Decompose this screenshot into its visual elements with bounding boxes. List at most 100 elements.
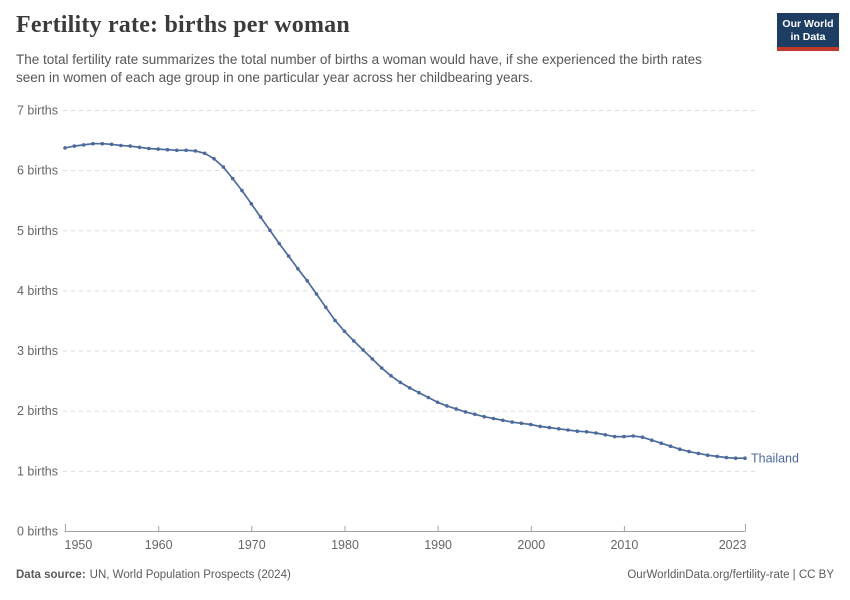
x-axis-label: 1990 [424, 538, 452, 552]
owid-logo[interactable]: Our World in Data [777, 13, 839, 51]
x-axis-label: 1960 [145, 538, 173, 552]
data-point[interactable] [268, 228, 272, 233]
data-point[interactable] [156, 147, 160, 151]
data-point[interactable] [659, 441, 663, 446]
data-point[interactable] [370, 357, 375, 361]
data-point[interactable] [184, 148, 188, 153]
data-point[interactable] [426, 395, 431, 400]
x-axis-label: 1970 [238, 538, 266, 552]
data-point[interactable] [724, 455, 729, 460]
data-point[interactable] [463, 410, 468, 414]
data-point[interactable] [519, 421, 524, 426]
data-point[interactable] [547, 425, 552, 430]
data-point[interactable] [473, 412, 477, 417]
data-point[interactable] [72, 144, 77, 148]
chart-footer: Data source: UN, World Population Prospec… [16, 569, 834, 581]
data-point[interactable] [705, 453, 710, 458]
data-point[interactable] [529, 422, 533, 427]
x-axis-label: 1950 [65, 538, 93, 552]
data-source-value: UN, World Population Prospects (2024) [89, 569, 291, 581]
chart-subtitle: The total fertility rate summarizes the … [16, 52, 702, 85]
data-point[interactable] [668, 444, 673, 449]
y-axis-label: 2 births [17, 404, 58, 418]
data-point[interactable] [305, 279, 310, 283]
data-point[interactable] [733, 456, 738, 461]
data-point[interactable] [324, 305, 328, 310]
data-point[interactable] [538, 424, 542, 429]
data-point[interactable] [594, 431, 598, 435]
y-axis-label: 4 births [17, 284, 58, 298]
data-point[interactable] [128, 144, 132, 148]
data-point[interactable] [147, 146, 151, 151]
data-point[interactable] [286, 254, 291, 258]
owid-url-link[interactable]: OurWorldinData.org/fertility-rate | CC B… [627, 569, 834, 581]
x-axis-label: 2010 [610, 538, 638, 552]
data-point[interactable] [109, 142, 114, 147]
data-point[interactable] [119, 143, 123, 148]
data-point[interactable] [342, 329, 347, 334]
data-point[interactable] [696, 451, 701, 456]
data-point[interactable] [212, 156, 216, 161]
data-point[interactable] [202, 151, 207, 156]
y-axis-label: 1 births [17, 464, 58, 478]
data-point[interactable] [398, 380, 403, 385]
page-title: Fertility rate: births per woman [16, 12, 350, 38]
data-point[interactable] [91, 141, 95, 146]
data-point[interactable] [435, 400, 440, 405]
data-point[interactable] [165, 147, 170, 152]
data-point[interactable] [566, 428, 570, 432]
data-point[interactable] [501, 418, 505, 423]
data-point[interactable] [333, 318, 337, 323]
data-point[interactable] [100, 141, 105, 146]
data-point[interactable] [650, 438, 654, 443]
data-point[interactable] [678, 447, 682, 452]
data-point[interactable] [622, 434, 626, 439]
data-point[interactable] [193, 149, 198, 153]
data-point[interactable] [687, 449, 691, 454]
data-point[interactable] [296, 267, 300, 271]
data-point[interactable] [81, 143, 86, 147]
y-axis-label: 0 births [17, 525, 58, 539]
data-point[interactable] [454, 407, 459, 411]
data-point[interactable] [249, 202, 254, 206]
data-point[interactable] [584, 430, 589, 434]
data-point[interactable] [417, 390, 421, 395]
data-source-note: Data source: UN, World Population Prospec… [16, 569, 291, 581]
data-point[interactable] [389, 374, 393, 378]
x-axis-label: 2023 [719, 538, 747, 552]
data-point[interactable] [361, 348, 365, 352]
data-point[interactable] [482, 414, 487, 419]
data-point[interactable] [510, 420, 514, 424]
data-point[interactable] [379, 366, 384, 370]
owid-logo-line1: Our World [782, 18, 834, 30]
data-point[interactable] [221, 165, 226, 169]
series-end-label[interactable]: Thailand [751, 452, 799, 466]
data-point[interactable] [575, 429, 580, 434]
data-point[interactable] [603, 433, 608, 437]
data-point[interactable] [277, 241, 282, 246]
y-axis-label: 5 births [17, 224, 58, 238]
data-point[interactable] [445, 404, 449, 408]
data-point[interactable] [743, 456, 747, 461]
data-point[interactable] [175, 148, 179, 153]
data-point[interactable] [314, 292, 319, 296]
data-point[interactable] [137, 145, 142, 150]
owid-logo-line2: in Data [790, 30, 826, 43]
data-point[interactable] [240, 188, 244, 193]
data-point[interactable] [631, 434, 635, 438]
data-point[interactable] [612, 434, 617, 439]
y-axis-label: 6 births [17, 164, 58, 178]
data-point[interactable] [491, 416, 496, 421]
data-point[interactable] [407, 386, 412, 390]
data-point[interactable] [352, 339, 356, 343]
data-point[interactable] [258, 215, 263, 219]
data-point[interactable] [63, 146, 67, 150]
x-axis-label: 2000 [517, 538, 545, 552]
y-axis-label: 7 births [17, 104, 58, 118]
data-point[interactable] [640, 435, 645, 440]
data-point[interactable] [230, 176, 235, 181]
data-point[interactable] [556, 427, 561, 431]
data-point[interactable] [715, 454, 719, 459]
